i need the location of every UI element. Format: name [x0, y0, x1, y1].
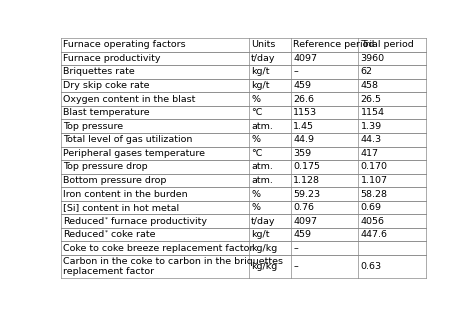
- Text: *: *: [105, 216, 108, 221]
- Text: 417: 417: [361, 149, 379, 158]
- Text: Dry skip coke rate: Dry skip coke rate: [64, 81, 150, 90]
- Text: Blast temperature: Blast temperature: [64, 108, 150, 117]
- Text: 44.3: 44.3: [361, 135, 382, 144]
- Text: 0.76: 0.76: [293, 203, 314, 212]
- Text: 0.170: 0.170: [361, 162, 388, 172]
- Text: 26.6: 26.6: [293, 95, 314, 104]
- Text: 44.9: 44.9: [293, 135, 314, 144]
- Text: Peripheral gases temperature: Peripheral gases temperature: [64, 149, 205, 158]
- Text: Oxygen content in the blast: Oxygen content in the blast: [64, 95, 196, 104]
- Text: Reduced: Reduced: [64, 217, 105, 226]
- Text: 3960: 3960: [361, 54, 385, 63]
- Text: *: *: [105, 230, 108, 235]
- Text: furnace productivity: furnace productivity: [108, 217, 207, 226]
- Text: 1154: 1154: [361, 108, 384, 117]
- Text: 0.175: 0.175: [293, 162, 320, 172]
- Text: 0.69: 0.69: [361, 203, 382, 212]
- Text: 4056: 4056: [361, 217, 384, 226]
- Text: –: –: [293, 67, 298, 76]
- Text: 26.5: 26.5: [361, 95, 382, 104]
- Text: [Si] content in hot metal: [Si] content in hot metal: [64, 203, 180, 212]
- Text: t/day: t/day: [251, 217, 276, 226]
- Text: 4097: 4097: [293, 54, 317, 63]
- Text: Reference period: Reference period: [293, 40, 374, 49]
- Text: %: %: [251, 189, 260, 198]
- Text: kg/t: kg/t: [251, 67, 270, 76]
- Text: Reduced: Reduced: [64, 230, 105, 239]
- Text: atm.: atm.: [251, 176, 273, 185]
- Text: Total level of gas utilization: Total level of gas utilization: [64, 135, 192, 144]
- Text: Carbon in the coke to carbon in the briquettes
replacement factor: Carbon in the coke to carbon in the briq…: [64, 257, 283, 276]
- Text: 1.128: 1.128: [293, 176, 320, 185]
- Text: coke rate: coke rate: [108, 230, 155, 239]
- Text: %: %: [251, 135, 260, 144]
- Text: –: –: [293, 262, 298, 271]
- Text: kg/t: kg/t: [251, 230, 270, 239]
- Text: t/day: t/day: [251, 54, 276, 63]
- Text: 459: 459: [293, 230, 311, 239]
- Text: atm.: atm.: [251, 162, 273, 172]
- Text: Iron content in the burden: Iron content in the burden: [64, 189, 188, 198]
- Text: Briquettes rate: Briquettes rate: [64, 67, 135, 76]
- Text: kg/kg: kg/kg: [251, 244, 277, 253]
- Text: 359: 359: [293, 149, 311, 158]
- Text: °C: °C: [251, 108, 263, 117]
- Text: %: %: [251, 203, 260, 212]
- Text: 0.63: 0.63: [361, 262, 382, 271]
- Text: 1.45: 1.45: [293, 122, 314, 131]
- Text: Trial period: Trial period: [361, 40, 413, 49]
- Text: 58.28: 58.28: [361, 189, 388, 198]
- Text: Coke to coke breeze replacement factor: Coke to coke breeze replacement factor: [64, 244, 254, 253]
- Text: Units: Units: [251, 40, 275, 49]
- Text: 458: 458: [361, 81, 379, 90]
- Text: Top pressure drop: Top pressure drop: [64, 162, 148, 172]
- Text: kg/t: kg/t: [251, 81, 270, 90]
- Text: atm.: atm.: [251, 122, 273, 131]
- Text: 1153: 1153: [293, 108, 317, 117]
- Text: 459: 459: [293, 81, 311, 90]
- Text: 59.23: 59.23: [293, 189, 320, 198]
- Text: Furnace productivity: Furnace productivity: [64, 54, 161, 63]
- Text: 447.6: 447.6: [361, 230, 388, 239]
- Text: 4097: 4097: [293, 217, 317, 226]
- Text: –: –: [293, 244, 298, 253]
- Text: Top pressure: Top pressure: [64, 122, 123, 131]
- Text: Bottom pressure drop: Bottom pressure drop: [64, 176, 167, 185]
- Text: 62: 62: [361, 67, 373, 76]
- Text: 1.107: 1.107: [361, 176, 388, 185]
- Text: °C: °C: [251, 149, 263, 158]
- Text: %: %: [251, 95, 260, 104]
- Text: 1.39: 1.39: [361, 122, 382, 131]
- Text: Furnace operating factors: Furnace operating factors: [64, 40, 186, 49]
- Text: kg/kg: kg/kg: [251, 262, 277, 271]
